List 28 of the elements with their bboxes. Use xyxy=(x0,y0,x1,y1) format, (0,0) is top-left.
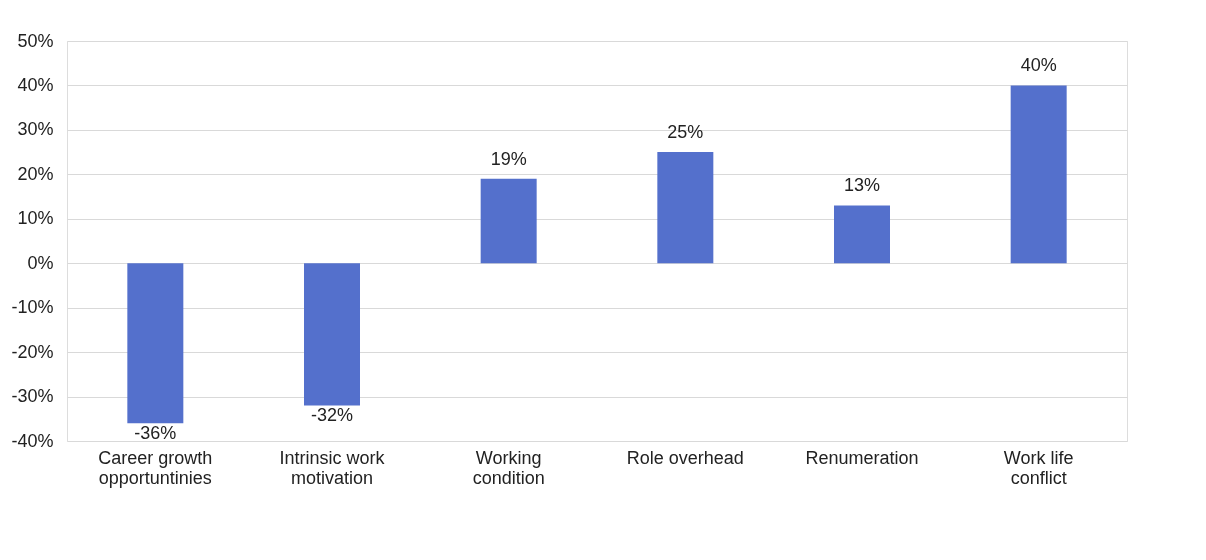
y-tick-label: -10% xyxy=(11,297,54,318)
y-tick-label: 0% xyxy=(27,252,54,273)
y-tick-label: -40% xyxy=(11,430,54,451)
y-tick-label: 30% xyxy=(17,119,54,140)
x-tick-label: Career growth opportuntinies xyxy=(98,447,213,488)
data-label: -32% xyxy=(310,405,354,426)
data-label: 19% xyxy=(490,148,527,169)
bar xyxy=(127,263,184,424)
bar xyxy=(480,178,537,264)
data-label: 25% xyxy=(667,122,704,143)
y-tick-label: -20% xyxy=(11,341,54,362)
y-tick-label: -30% xyxy=(11,386,54,407)
data-label: -36% xyxy=(134,423,177,444)
x-tick-label: Role overhead xyxy=(626,447,744,468)
bar xyxy=(1010,85,1067,264)
bar xyxy=(304,263,360,406)
y-tick-label: 40% xyxy=(17,74,54,95)
x-tick-label: Renumeration xyxy=(805,447,919,468)
x-tick-label: Work life conflict xyxy=(1003,447,1074,488)
x-tick-label: Working condition xyxy=(472,447,545,488)
bar xyxy=(834,205,890,264)
y-tick-label: 10% xyxy=(17,208,54,229)
y-tick-label: 50% xyxy=(17,30,54,51)
x-tick-label: Intrinsic work motivation xyxy=(279,447,386,488)
data-label: 40% xyxy=(1020,55,1057,76)
data-label: 13% xyxy=(843,175,881,196)
y-tick-label: 20% xyxy=(17,163,54,184)
bar xyxy=(657,152,714,264)
